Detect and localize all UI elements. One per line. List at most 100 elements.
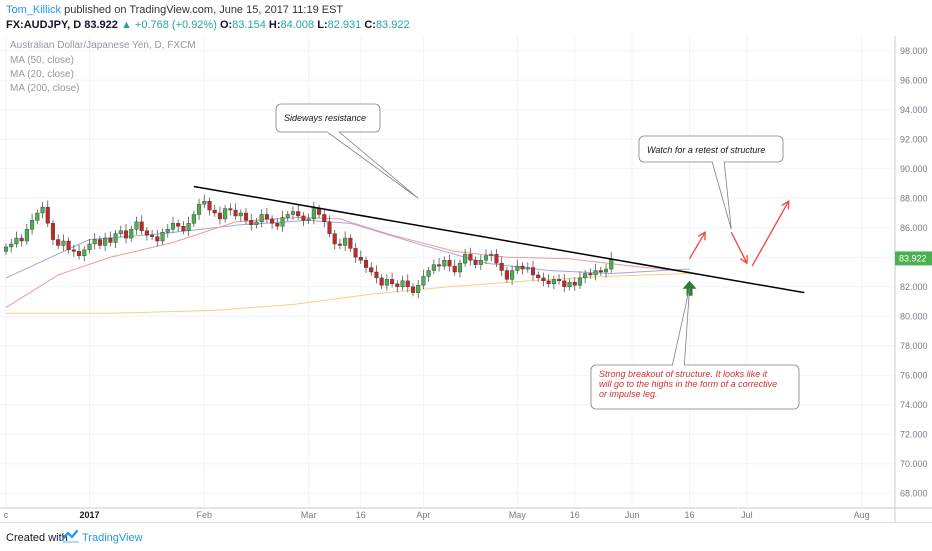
callout-text-retest: Watch for a retest of structure [647,145,765,155]
resistance-trendline [193,185,805,294]
chart-title: Australian Dollar/Japanese Yen, D, FXCM [10,40,196,51]
callout-text-breakout: or impulse leg. [599,389,658,399]
candle-body [390,279,395,284]
candle-body [202,200,207,205]
candle-body [577,277,582,286]
candle-body [525,267,530,270]
y-tick-label: 90.000 [900,164,928,174]
candle-body [452,265,457,273]
open-label: O: [219,19,233,31]
candle-body [327,221,332,234]
candle-body [358,257,363,261]
candle-body [520,265,525,270]
price-chart[interactable]: Sideways resistance Watch for a retest of… [0,36,932,522]
candle-body [40,206,45,214]
x-tick-label: 16 [570,510,580,520]
time-axis[interactable]: c 2017 Feb Mar 16 Apr May 16 Jun 16 Jul Aug [4,510,870,520]
candle-body [598,270,603,273]
candle-body [551,279,556,284]
candle-body [254,221,259,226]
candle-body [515,265,520,271]
candle-body [238,212,243,217]
candle-body [468,254,473,261]
price-change: +0.768 (+0.92%) [134,19,217,31]
candle-body [567,282,572,287]
y-tick-label: 70.000 [900,459,928,469]
candle-body [604,268,609,273]
candle-body [353,248,358,258]
candle-body [233,209,238,217]
candle-body [588,273,593,276]
candle-body [494,254,499,264]
candle-body [301,215,306,221]
projection-arrow-1 [730,231,748,264]
candle-body [405,280,410,287]
candle-body [228,208,233,211]
candle-body [77,251,82,256]
candle-body [264,214,269,220]
candle-body [421,276,426,286]
x-tick-label: Feb [197,510,213,520]
last-price-label: 83.922 [899,253,927,263]
candle-body [87,243,92,251]
candle-body [426,270,431,277]
candle-body [317,208,322,215]
y-tick-label: 80.000 [900,311,928,321]
candle-body [463,254,468,264]
candle-body [35,212,40,221]
y-tick-label: 72.000 [900,429,928,439]
chart-legend: Australian Dollar/Japanese Yen, D, FXCM … [10,40,196,94]
callout-box-breakout [590,364,800,410]
candle-body [113,233,118,243]
legend-ma50[interactable]: MA (50, close) [10,55,74,66]
candle-body [348,237,353,249]
symbol-label[interactable]: FX:AUDJPY, D [6,19,82,31]
candle-body [24,229,29,242]
candle-body [45,206,50,224]
x-tick-label: Aug [854,510,870,520]
candle-body [186,223,191,231]
candle-body [285,214,290,218]
candle-body [483,255,489,261]
candle-body [395,283,400,287]
high-label: H: [268,19,281,31]
callout-text-sideways: Sideways resistance [284,113,366,123]
x-tick-label: Apr [416,510,430,520]
candle-body [473,259,478,265]
x-tick-label: Jul [741,510,753,520]
candle-body [504,270,509,280]
candle-body [118,230,123,234]
projection-arrowhead-0 [697,231,706,241]
candle-body [170,223,175,230]
candle-body [243,212,249,221]
legend-ma200[interactable]: MA (200, close) [10,83,79,94]
candle-body [609,258,614,270]
candle-body [337,243,342,246]
legend-ma20[interactable]: MA (20, close) [10,69,74,80]
candle-body [363,259,369,268]
x-tick-label: 16 [356,510,366,520]
candle-body [30,220,35,230]
candle-body [212,209,217,214]
candle-body [108,237,113,243]
candle-body [176,223,181,227]
callout-text-breakout: Strong breakout of structure. It looks l… [599,369,768,379]
candle-body [9,243,14,248]
x-tick-label: May [509,510,527,520]
price-axis[interactable]: 98.000 96.000 94.000 92.000 90.000 88.000 86.0… [895,46,932,499]
price-info: FX:AUDJPY, D 83.922 ▲ +0.768 (+0.92%) O:… [6,19,410,31]
projection-arrow-0 [688,231,706,260]
y-tick-label: 98.000 [900,46,928,56]
ma-line-0 [5,219,690,279]
candle-body [19,237,24,242]
author-link[interactable]: Tom_Killick [6,4,62,16]
candle-body [165,229,170,233]
candle-body [92,239,97,245]
ma-line-1 [5,216,690,308]
candle-body [270,218,275,224]
candle-body [129,229,134,239]
candle-body [583,273,588,279]
tradingview-brand[interactable]: TradingView [82,532,143,544]
low-label: L: [317,19,328,31]
published-text: published on TradingView.com, June 15, 2… [64,4,344,16]
